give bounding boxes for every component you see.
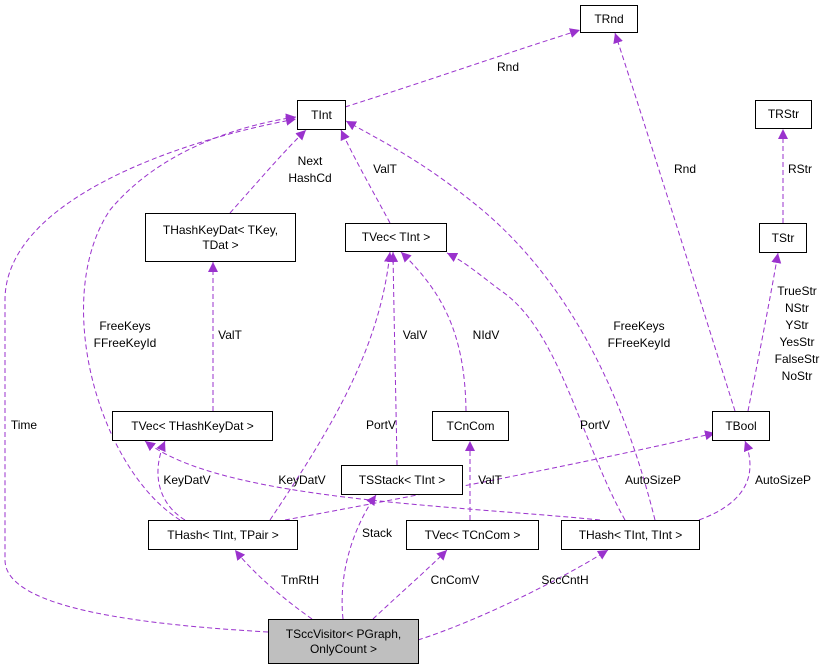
node-tcncom[interactable]: TCnCom	[432, 411, 509, 441]
label-scc-thp: TmRtH	[281, 573, 319, 587]
node-tvec-tcncom[interactable]: TVec< TCnCom >	[406, 520, 539, 550]
label-scc-thi: SccCntH	[541, 573, 589, 587]
label-scc-stack: Stack	[361, 526, 393, 540]
edge-thi-tint	[345, 120, 656, 521]
label-thi-tint: FreeKeys FFreeKeyId	[607, 319, 671, 350]
edge-scc-tvcc	[372, 549, 448, 620]
edge-tcncom-tvec	[400, 251, 467, 412]
node-tbool[interactable]: TBool	[712, 411, 770, 441]
edge-thashkeydat-tint	[229, 129, 307, 214]
label-thi-tvec: PortV	[579, 418, 611, 432]
label-tint-trnd: Rnd	[496, 60, 520, 74]
label-thashkeydat-tint: Next HashCd	[288, 154, 332, 185]
node-tsstack[interactable]: TSStack< TInt >	[341, 465, 463, 495]
label-thp-tvhkd: KeyDatV	[163, 473, 211, 487]
label-thi-tvhkd: KeyDatV	[278, 473, 326, 487]
label-tstr-trstr: RStr	[788, 162, 812, 176]
edge-scc-time	[4, 115, 297, 633]
edge-tbool-tstr	[747, 252, 782, 412]
node-tsccvisitor[interactable]: TSccVisitor< PGraph, OnlyCount >	[268, 619, 419, 664]
label-thp-tbool: AutoSizeP	[624, 473, 682, 487]
node-tvec-thashkeydat[interactable]: TVec< THashKeyDat >	[112, 411, 273, 441]
node-tvec-tint[interactable]: TVec< TInt >	[345, 223, 447, 252]
edge-thp-tvhkd	[156, 440, 186, 521]
edge-tvec-tint-tint	[340, 129, 391, 224]
label-tvec-tint-tint: ValT	[373, 162, 397, 176]
node-thash-tpair[interactable]: THash< TInt, TPair >	[148, 520, 298, 550]
label-tbool-trnd: Rnd	[673, 162, 697, 176]
edge-thi-tvhkd	[144, 440, 601, 521]
label-thi-tbool: AutoSizeP	[754, 473, 812, 487]
node-tstr[interactable]: TStr	[759, 223, 807, 253]
edge-thp-tvec	[269, 251, 394, 521]
label-tvcc-tcncom: ValT	[478, 473, 502, 487]
edge-thi-tbool	[698, 440, 754, 521]
node-thashkeydat[interactable]: THashKeyDat< TKey, TDat >	[145, 213, 296, 262]
label-scc-time: Time	[10, 418, 38, 432]
node-tint[interactable]: TInt	[297, 100, 346, 130]
label-thp-tint: FreeKeys FFreeKeyId	[93, 319, 157, 350]
edge-thi-tvec	[446, 252, 626, 521]
label-thp-tvec: PortV	[365, 418, 397, 432]
label-tsstack-tvec: ValV	[402, 328, 428, 342]
edge-scc-stack	[341, 494, 377, 620]
node-trstr[interactable]: TRStr	[755, 100, 812, 129]
edge-scc-thp	[234, 549, 313, 620]
node-thash-tint[interactable]: THash< TInt, TInt >	[561, 520, 700, 550]
edge-scc-thi	[417, 549, 609, 641]
label-tcncom-tvec: NIdV	[472, 328, 500, 342]
node-trnd[interactable]: TRnd	[580, 5, 638, 33]
edge-tint-trnd	[344, 28, 581, 108]
label-tvec-thkd: ValT	[218, 328, 242, 342]
edge-tsstack-tvec	[388, 251, 399, 466]
edge-thp-tbool	[284, 430, 716, 521]
edge-tbool-trnd	[613, 32, 736, 412]
label-tbool-tstr: TrueStr NStr YStr YesStr FalseStr NoStr	[774, 284, 820, 383]
label-scc-tvcc: CnComV	[430, 573, 480, 587]
